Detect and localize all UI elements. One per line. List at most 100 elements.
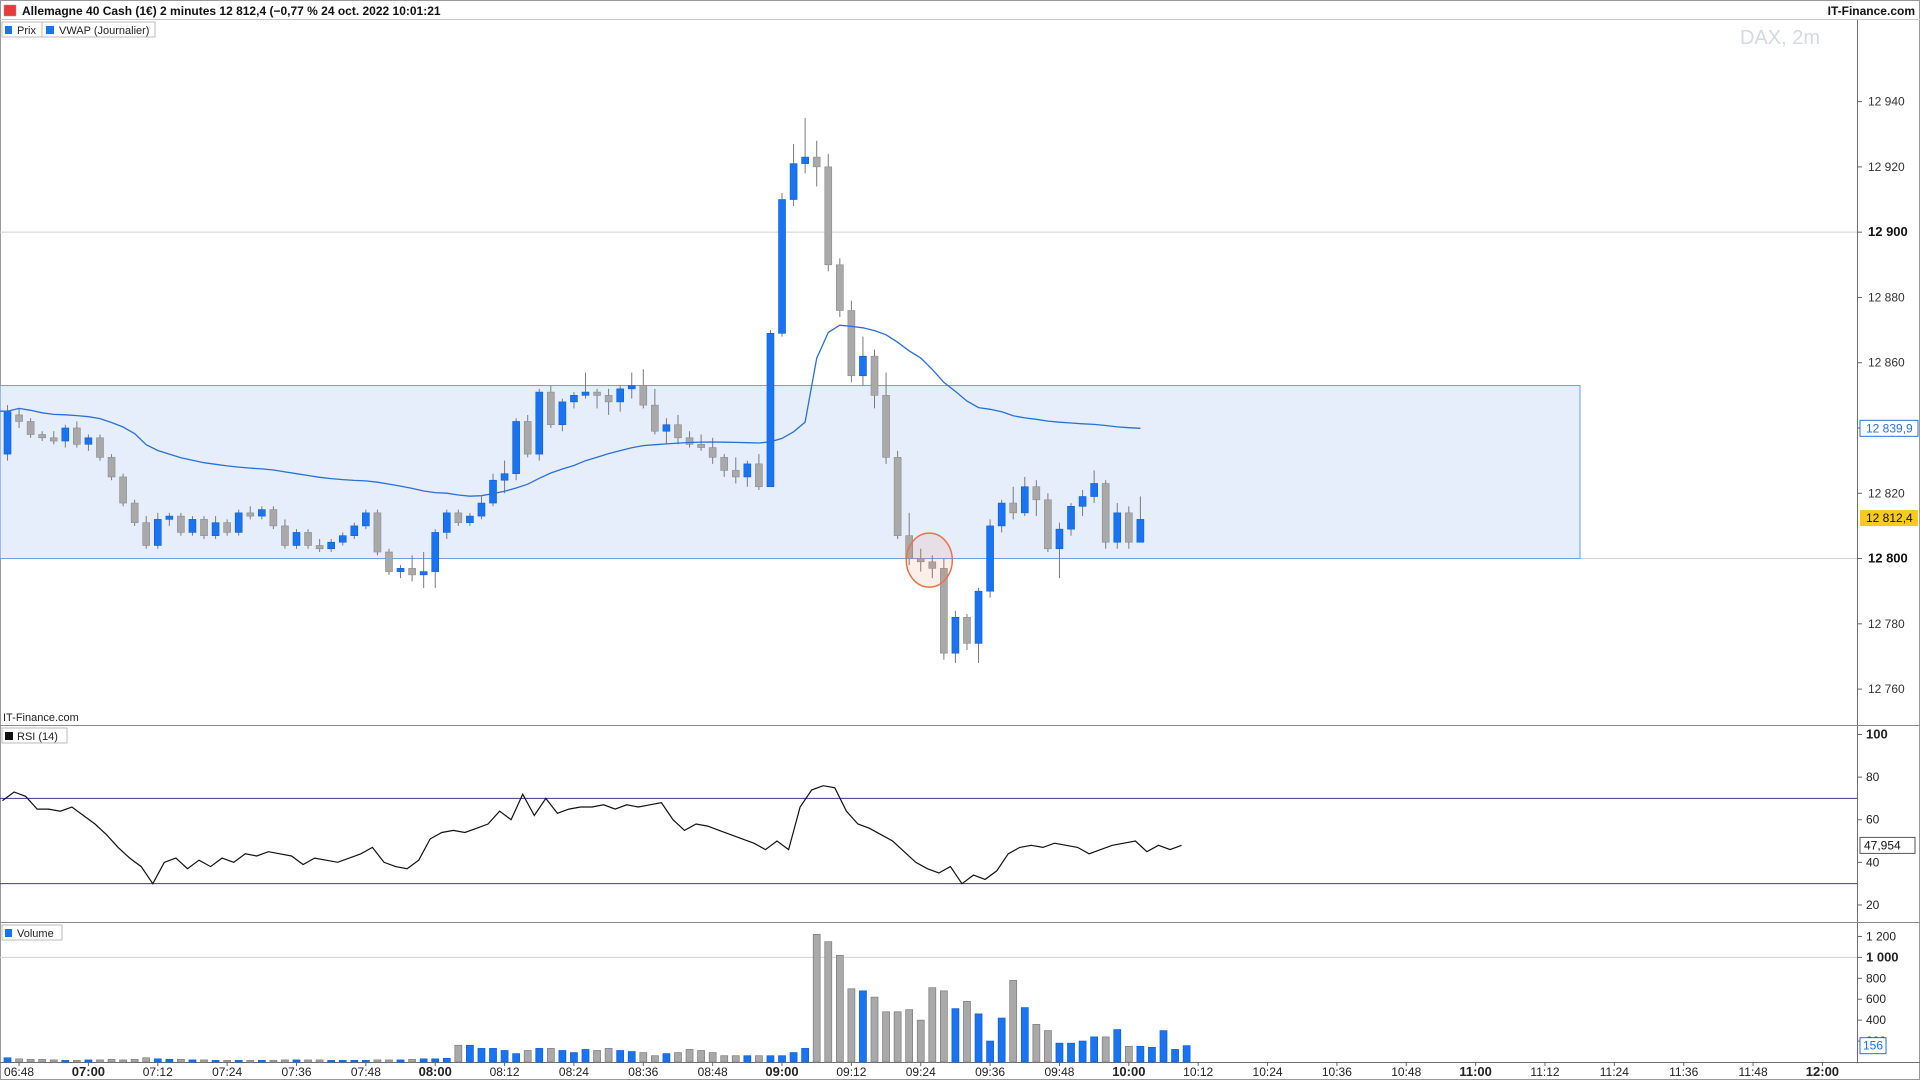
- candle: [258, 506, 266, 520]
- candle: [142, 516, 151, 549]
- candle-body: [974, 590, 983, 644]
- time-tick-label: 10:00: [1112, 1064, 1145, 1079]
- time-tick-label: 09:24: [906, 1065, 936, 1079]
- time-tick-label: 10:48: [1391, 1065, 1421, 1079]
- instrument-flag-icon: [3, 4, 17, 17]
- candle: [755, 454, 763, 490]
- volume-bar: [1067, 1042, 1075, 1063]
- candle-body: [500, 473, 509, 481]
- candle: [477, 496, 486, 520]
- volume-bar: [546, 1048, 555, 1063]
- candle-body: [489, 479, 497, 504]
- support-zone-layer: [0, 385, 1581, 560]
- price-tick-label: 12 880: [1868, 290, 1905, 304]
- candle-body: [639, 385, 648, 406]
- volume-bar: [743, 1055, 752, 1063]
- volume-bar: [859, 990, 867, 1063]
- candle-body: [627, 385, 636, 390]
- candle: [223, 519, 231, 536]
- legend-rsi[interactable]: RSI (14): [1, 727, 68, 744]
- time-tick-label: 07:12: [143, 1065, 173, 1079]
- candle-body: [188, 519, 197, 533]
- volume-bar: [720, 1055, 729, 1063]
- volume-bar: [26, 1059, 35, 1063]
- candle-body: [153, 519, 162, 546]
- candle: [963, 614, 971, 650]
- candle-body: [1090, 483, 1098, 497]
- candle-body: [882, 395, 890, 458]
- candle: [593, 388, 601, 409]
- time-tick-label: 07:00: [72, 1064, 105, 1079]
- candle: [26, 418, 35, 438]
- legend-vwap-label: VWAP (Journalier): [59, 25, 149, 37]
- candle: [489, 473, 497, 507]
- candle-body: [200, 519, 208, 536]
- volume-bar: [535, 1048, 544, 1063]
- candle-body: [211, 522, 220, 536]
- legend-volume-box: [1, 924, 63, 941]
- legend-vwap[interactable]: VWAP (Journalier): [41, 21, 156, 38]
- volume-bar: [905, 1009, 914, 1063]
- volume-bar: [708, 1052, 717, 1063]
- legend-price[interactable]: Prix: [1, 21, 43, 38]
- volume-bar: [142, 1057, 151, 1063]
- volume-tick-label: 600: [1866, 992, 1886, 1006]
- candle: [200, 516, 208, 539]
- legend-volume[interactable]: Volume: [1, 924, 63, 941]
- volume-bar: [419, 1058, 428, 1063]
- volume-value-label: 156: [1863, 1039, 1883, 1053]
- volume-bar: [523, 1050, 532, 1063]
- chart-title: Allemagne 40 Cash (1€) 2 minutes 12 812,…: [22, 4, 441, 18]
- candle-body: [870, 355, 879, 396]
- volume-bar: [304, 1059, 312, 1063]
- legend-price-label: Prix: [17, 25, 36, 37]
- candle-body: [281, 525, 289, 546]
- candle-body: [454, 512, 463, 523]
- candle: [928, 555, 937, 579]
- volume-bar: [1171, 1049, 1179, 1063]
- volume-bar: [1055, 1042, 1064, 1063]
- legend-rsi-swatch-icon: [5, 732, 13, 740]
- candle-body: [662, 424, 671, 432]
- candle: [327, 538, 335, 553]
- volume-bar: [15, 1058, 23, 1063]
- legend-rsi-box: [1, 727, 68, 744]
- candle: [431, 529, 440, 588]
- volume-bar: [593, 1050, 601, 1063]
- candle-body: [1101, 483, 1110, 543]
- volume-bar: [223, 1060, 231, 1063]
- time-tick-label: 09:00: [765, 1064, 798, 1079]
- candle: [627, 372, 636, 399]
- candle-body: [570, 395, 578, 403]
- price-tick-label: 12 820: [1868, 486, 1905, 500]
- volume-bar: [662, 1053, 671, 1063]
- volume-bar: [281, 1059, 289, 1063]
- volume-bar: [246, 1060, 255, 1063]
- candle-body: [350, 525, 359, 536]
- candle-body: [1078, 496, 1087, 507]
- candle-body: [755, 463, 763, 488]
- volume-bar: [200, 1059, 208, 1063]
- candle-body: [1044, 499, 1052, 550]
- candle-body: [119, 476, 127, 504]
- volume-bar: [396, 1059, 405, 1063]
- candle-body: [327, 541, 335, 550]
- volume-bar: [1182, 1045, 1191, 1063]
- candle-body: [362, 512, 370, 527]
- volume-bar: [234, 1060, 243, 1063]
- candle-body: [512, 421, 520, 474]
- time-tick-label: 07:48: [351, 1065, 381, 1079]
- price-tick-label: 12 780: [1868, 617, 1905, 631]
- candle: [419, 552, 428, 588]
- candle: [616, 385, 624, 412]
- volume-bar: [362, 1060, 370, 1063]
- time-tick-label: 10:12: [1183, 1065, 1213, 1079]
- candle: [974, 587, 983, 663]
- volume-bar: [96, 1059, 104, 1063]
- candle: [385, 548, 393, 575]
- candle-body: [466, 515, 474, 523]
- volume-bar: [986, 1040, 994, 1063]
- candle-body: [165, 515, 174, 520]
- candle: [893, 450, 902, 539]
